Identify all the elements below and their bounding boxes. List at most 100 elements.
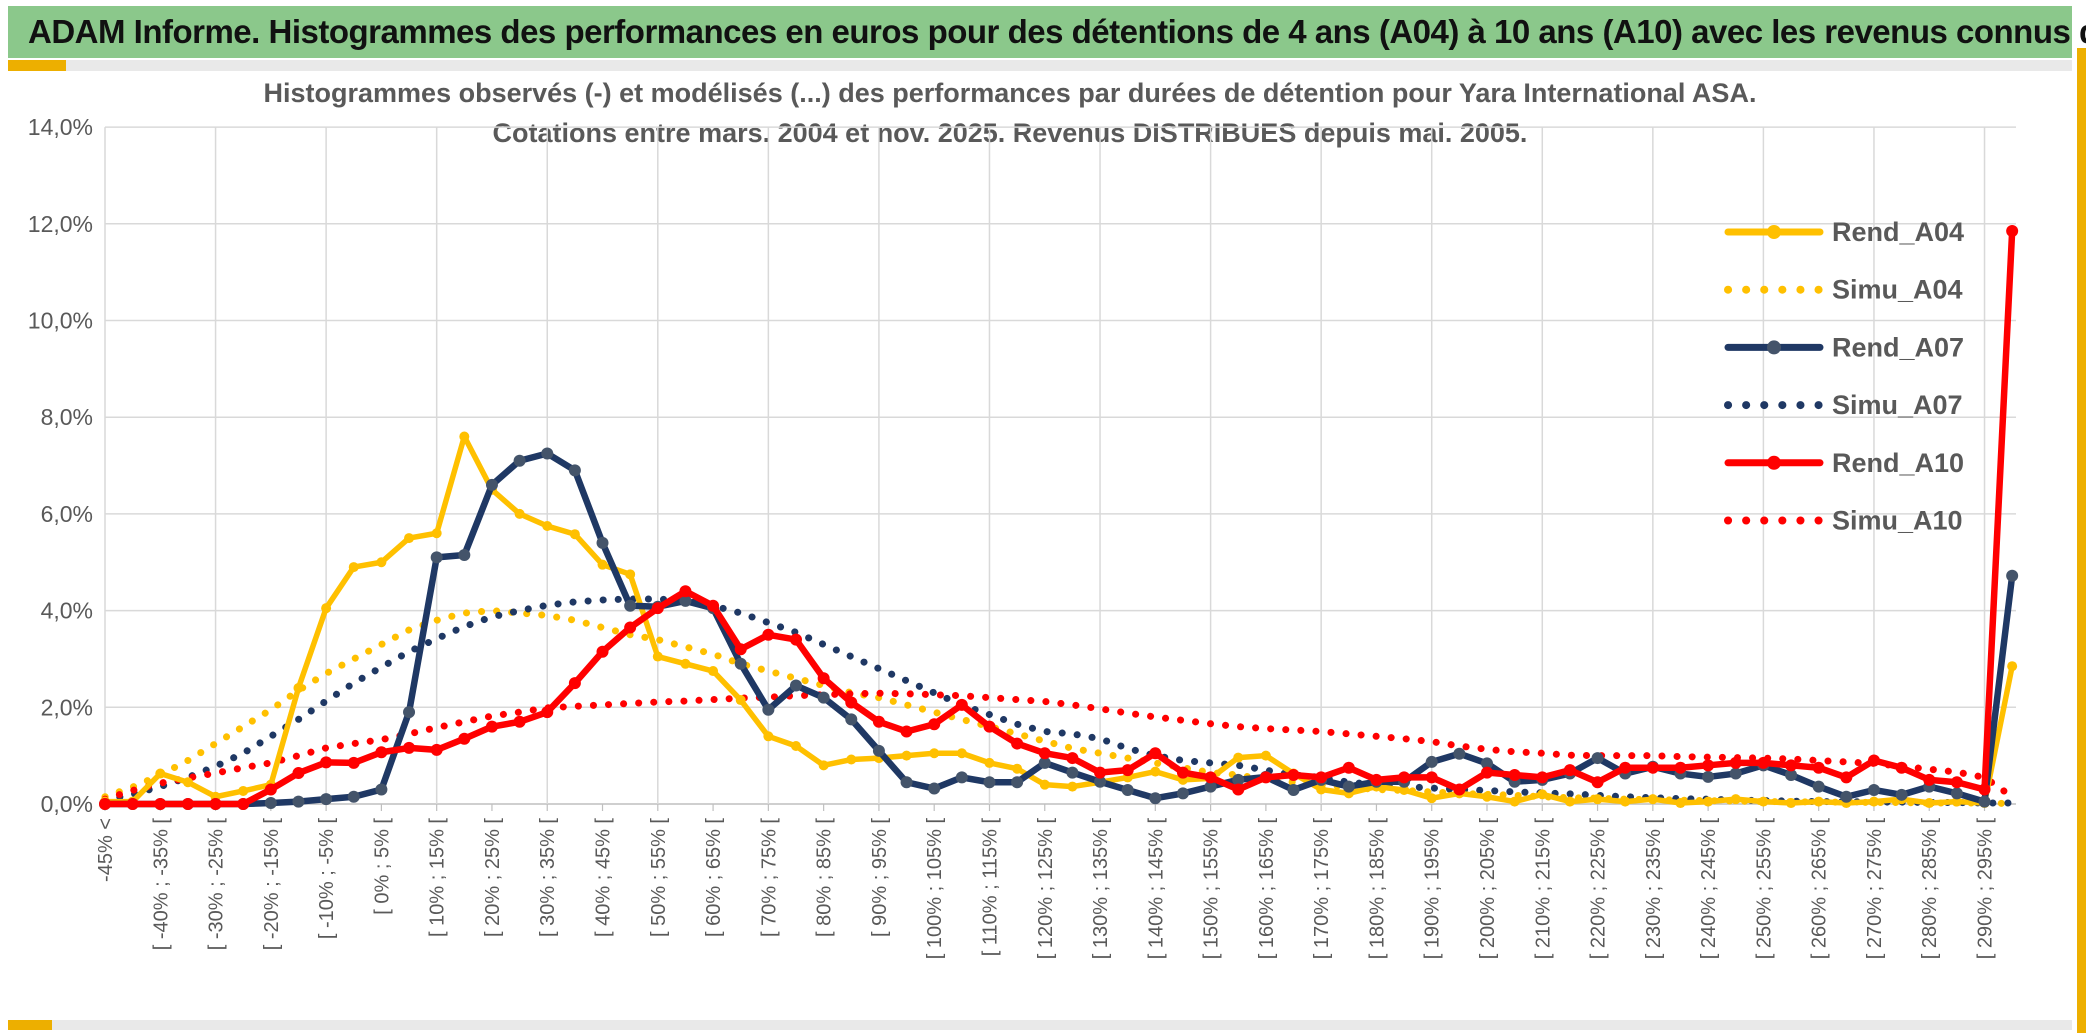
- banner-title: ADAM Informe. Histogrammes des performan…: [28, 13, 2086, 50]
- series-marker-Rend_A07: [1342, 780, 1355, 793]
- series-marker-Rend_A07: [1895, 788, 1908, 801]
- series-marker-Rend_A04: [459, 431, 470, 442]
- series-marker-Rend_A04: [763, 731, 774, 742]
- legend-label-Simu_A07[interactable]: Simu_A07: [1832, 390, 1963, 420]
- x-axis-tick-label: [ 180% ; 185% [: [1366, 818, 1388, 960]
- series-marker-Rend_A10: [679, 585, 692, 598]
- series-marker-Rend_A10: [1481, 766, 1493, 779]
- series-marker-Rend_A10: [430, 743, 443, 756]
- series-marker-Rend_A04: [984, 757, 995, 768]
- series-marker-Rend_A10: [181, 798, 194, 810]
- x-axis-tick-label: [ -20% ; -15% [: [261, 818, 283, 951]
- series-marker-Rend_A10: [1757, 756, 1770, 769]
- bottom-accent-thumb[interactable]: [8, 1020, 52, 1030]
- x-axis-tick-label: [ 80% ; 85% [: [814, 818, 836, 937]
- legend-marker-Rend_A04: [1767, 225, 1781, 239]
- legend-label-Rend_A07[interactable]: Rend_A07: [1832, 332, 1964, 362]
- series-marker-Rend_A10: [1646, 761, 1659, 774]
- x-axis-tick-label: [ 250% ; 255% [: [1753, 818, 1775, 960]
- series-marker-Rend_A10: [1950, 776, 1963, 789]
- series-marker-Rend_A07: [762, 703, 775, 716]
- x-axis-tick-label: [ 210% ; 215% [: [1532, 818, 1554, 960]
- x-axis-tick-label: [ 30% ; 35% [: [537, 818, 559, 937]
- series-marker-Rend_A07: [1453, 747, 1466, 760]
- series-marker-Rend_A10: [209, 798, 222, 810]
- series-marker-Rend_A10: [1867, 754, 1880, 767]
- series-marker-Rend_A04: [1703, 796, 1714, 807]
- series-marker-Rend_A07: [983, 776, 996, 789]
- series-marker-Rend_A10: [1425, 771, 1438, 784]
- series-marker-Rend_A07: [1287, 783, 1300, 796]
- series-marker-Rend_A04: [1260, 750, 1271, 761]
- series-marker-Rend_A10: [1563, 764, 1576, 777]
- x-axis-tick-label: [ 240% ; 245% [: [1698, 818, 1720, 960]
- series-marker-Rend_A04: [680, 658, 691, 669]
- series-marker-Rend_A10: [1287, 768, 1300, 781]
- series-marker-Rend_A04: [182, 777, 193, 788]
- series-line-Rend_A07: [105, 450, 2016, 808]
- series-marker-Rend_A10: [817, 672, 830, 685]
- x-axis-tick-label: [ -10% ; -5% [: [316, 818, 338, 940]
- y-axis-tick-label: 4,0%: [41, 598, 93, 624]
- x-axis-tick-label: [ 120% ; 125% [: [1035, 818, 1057, 960]
- series-marker-Rend_A10: [1149, 747, 1162, 760]
- x-axis-tick-label: [ 260% ; 265% [: [1809, 818, 1831, 960]
- top-scroll-strip: [8, 60, 2072, 71]
- x-axis-tick-label: [ 70% ; 75% [: [758, 818, 780, 937]
- series-marker-Rend_A04: [155, 768, 166, 779]
- legend-label-Simu_A04[interactable]: Simu_A04: [1832, 275, 1963, 305]
- series-marker-Rend_A04: [1426, 793, 1437, 804]
- series-marker-Rend_A10: [1840, 771, 1853, 784]
- series-marker-Rend_A07: [1204, 780, 1217, 793]
- series-marker-Rend_A10: [1895, 761, 1908, 774]
- series-marker-Rend_A07: [1121, 783, 1134, 796]
- series-marker-Rend_A10: [320, 756, 333, 769]
- series-marker-Rend_A07: [900, 776, 913, 789]
- legend-label-Rend_A04[interactable]: Rend_A04: [1832, 217, 1964, 247]
- series-marker-Rend_A10: [790, 633, 802, 646]
- x-axis-tick-label: [ -40% ; -35% [: [150, 818, 172, 951]
- series-marker-Rend_A10: [983, 720, 996, 733]
- x-axis-tick-label: [ 290% ; 295% [: [1975, 818, 1997, 960]
- series-marker-Rend_A10: [596, 645, 609, 658]
- series-marker-Rend_A04: [1813, 796, 1824, 807]
- series-marker-Rend_A04: [238, 785, 249, 796]
- series-marker-Rend_A10: [1204, 771, 1217, 784]
- x-axis-tick-label: [ 270% ; 275% [: [1864, 818, 1886, 960]
- legend-label-Rend_A10[interactable]: Rend_A10: [1832, 448, 1964, 478]
- series-marker-Rend_A04: [818, 760, 829, 771]
- series-marker-Rend_A10: [485, 720, 498, 733]
- series-marker-Rend_A10: [1066, 752, 1079, 765]
- x-axis-tick-label: [ 110% ; 115% [: [979, 818, 1001, 957]
- x-axis-tick-label: [ 100% ; 105% [: [924, 818, 946, 960]
- y-axis-tick-label: 14,0%: [28, 114, 93, 140]
- series-marker-Rend_A07: [1149, 792, 1162, 805]
- series-marker-Rend_A04: [1924, 798, 1935, 809]
- legend-label-Simu_A10[interactable]: Simu_A10: [1832, 506, 1963, 536]
- series-marker-Rend_A04: [1730, 794, 1741, 805]
- series-marker-Rend_A10: [513, 715, 526, 728]
- series-marker-Rend_A10: [1619, 761, 1632, 774]
- series-marker-Rend_A10: [1176, 766, 1189, 779]
- series-line-Simu_A10: [101, 689, 2016, 803]
- x-axis-tick-label: [ 130% ; 135% [: [1090, 818, 1112, 960]
- series-marker-Rend_A04: [569, 529, 580, 540]
- series-marker-Rend_A04: [348, 562, 359, 573]
- x-axis-tick-label: [ 50% ; 55% [: [648, 818, 670, 937]
- series-marker-Rend_A10: [237, 798, 250, 810]
- series-marker-Rend_A04: [597, 559, 608, 570]
- series-marker-Rend_A07: [513, 454, 526, 467]
- x-axis-tick-label: [ 20% ; 25% [: [482, 818, 504, 937]
- series-marker-Rend_A04: [956, 748, 967, 759]
- x-axis-tick-label: [ 220% ; 225% [: [1588, 818, 1610, 960]
- series-marker-Rend_A10: [126, 798, 139, 810]
- series-line-Rend_A04: [105, 433, 2015, 806]
- series-marker-Rend_A04: [846, 754, 857, 765]
- series-marker-Rend_A10: [347, 756, 360, 769]
- series-marker-Rend_A10: [1370, 773, 1383, 786]
- top-accent-thumb[interactable]: [8, 60, 66, 71]
- series-marker-Rend_A07: [2006, 569, 2019, 582]
- series-marker-Rend_A04: [1012, 763, 1023, 774]
- series-marker-Rend_A10: [1591, 776, 1604, 789]
